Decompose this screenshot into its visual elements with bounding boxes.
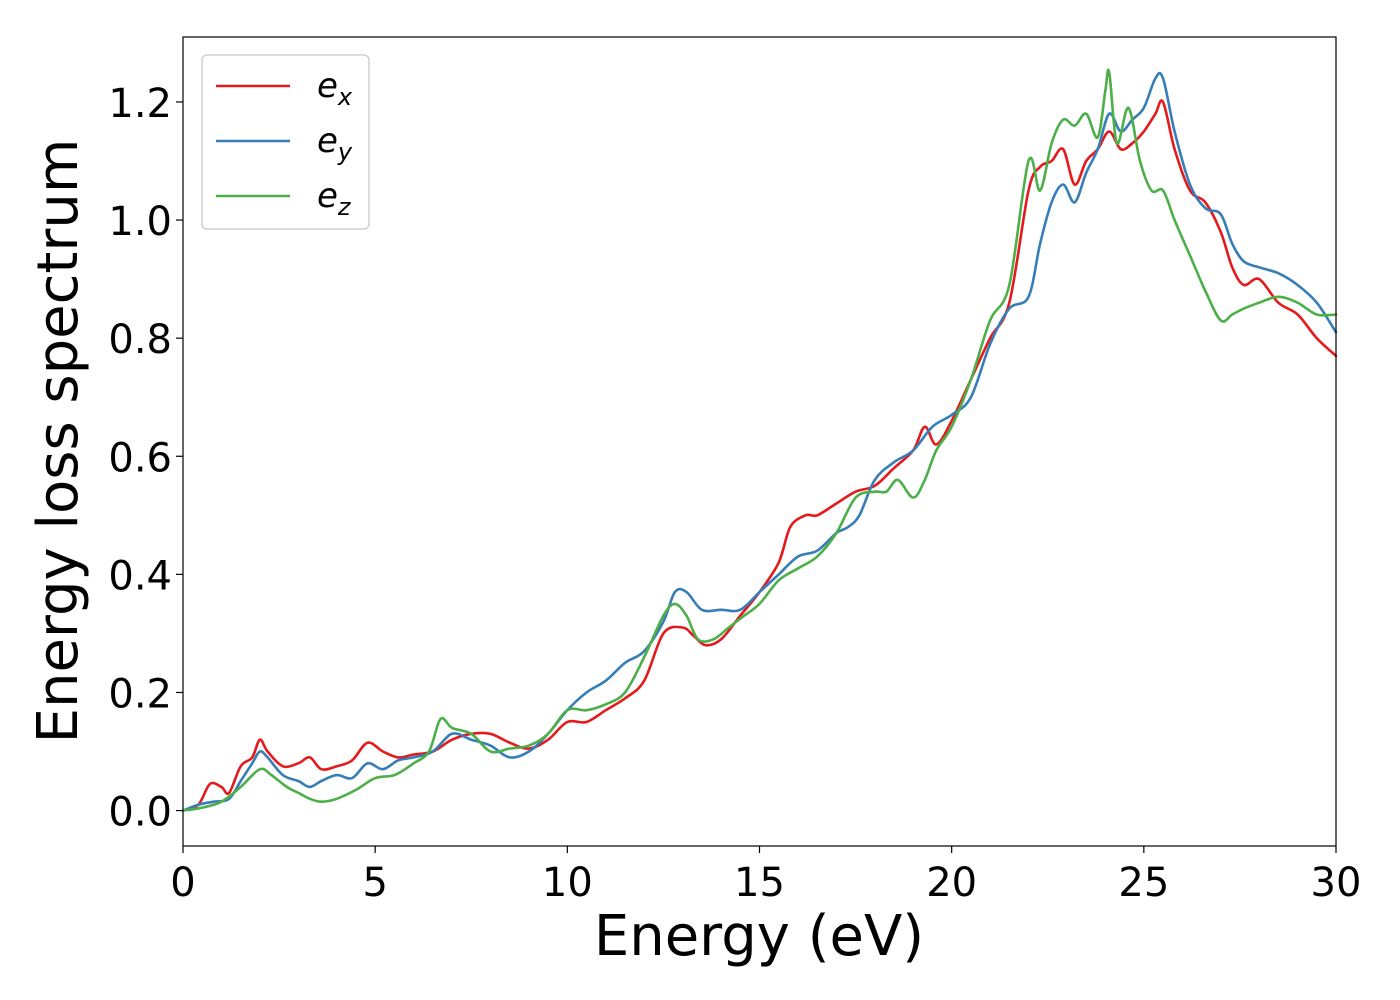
x-tick-label: 30: [1311, 860, 1362, 906]
y-tick-label: 0.4: [108, 553, 172, 599]
y-tick-label: 0.8: [108, 317, 172, 363]
series-lines: [181, 68, 1338, 812]
legend-label-e-y: ey: [317, 121, 353, 166]
y-tick-label: 0.0: [108, 790, 172, 836]
legend-label-e-z: ez: [317, 176, 352, 221]
x-axis-title: Energy (eV): [594, 904, 924, 969]
y-axis-title: Energy loss spectrum: [26, 139, 91, 744]
series-line-e-y: [181, 71, 1338, 812]
x-tick-label: 20: [926, 860, 977, 906]
series-line-e-z: [181, 68, 1338, 812]
x-axis-ticks: 0 5 10 15 20 25 30: [170, 846, 1361, 906]
y-tick-label: 1.2: [108, 81, 172, 127]
x-tick-label: 10: [542, 860, 593, 906]
x-tick-label: 0: [170, 860, 195, 906]
y-tick-label: 0.6: [108, 435, 172, 481]
x-tick-label: 15: [734, 860, 785, 906]
x-tick-label: 5: [362, 860, 387, 906]
y-axis-ticks: 0.0 0.2 0.4 0.6 0.8 1.0 1.2: [108, 81, 183, 836]
legend: ex ey ez: [201, 54, 370, 230]
y-tick-label: 0.2: [108, 671, 172, 717]
y-tick-label: 1.0: [108, 199, 172, 245]
legend-label-e-x: ex: [317, 66, 353, 111]
x-tick-label: 25: [1118, 860, 1169, 906]
series-line-e-x: [181, 99, 1338, 812]
